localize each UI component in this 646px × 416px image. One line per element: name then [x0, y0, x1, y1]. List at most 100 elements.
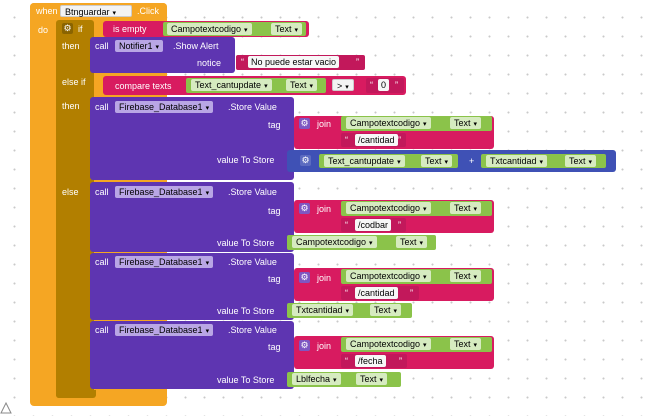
- prop-dropdown[interactable]: Text ▾: [370, 304, 402, 316]
- comp-name: Txtcantidad: [490, 156, 537, 166]
- gear-icon[interactable]: ⚙: [299, 203, 310, 214]
- event-name: .Click: [137, 6, 159, 16]
- chevron-down-icon: ▾: [473, 121, 478, 128]
- prop-dropdown[interactable]: Text ▾: [450, 202, 482, 214]
- join-label: join: [317, 273, 332, 283]
- call-label: call: [95, 41, 109, 51]
- comp-dropdown-2[interactable]: Text_cantupdate ▾: [191, 79, 272, 91]
- comp-dropdown[interactable]: Campotextcodigo ▾: [167, 23, 252, 35]
- comp-dropdown[interactable]: Txtcantidad ▾: [486, 155, 548, 167]
- call-label: call: [95, 102, 109, 112]
- chevron-down-icon: ▾: [155, 44, 160, 51]
- comp-name: Lblfecha: [296, 374, 331, 384]
- chevron-down-icon: ▾: [539, 159, 544, 166]
- quote-close: ”: [398, 135, 401, 145]
- comp-dropdown[interactable]: Campotextcodigo ▾: [346, 270, 431, 282]
- tag-label: tag: [268, 120, 281, 130]
- comp-dropdown[interactable]: Campotextcodigo ▾: [292, 236, 377, 248]
- comp-name: Text_cantupdate: [328, 156, 395, 166]
- store-value-method: .Store Value: [228, 325, 277, 335]
- prop-name: Text: [275, 24, 292, 34]
- chevron-down-icon: ▾: [205, 328, 210, 335]
- firebase-dropdown[interactable]: Firebase_Database1 ▾: [115, 186, 214, 198]
- firebase-name: Firebase_Database1: [119, 187, 203, 197]
- do-label: do: [38, 25, 49, 35]
- comp-dropdown[interactable]: Campotextcodigo ▾: [346, 202, 431, 214]
- prop-dropdown[interactable]: Text ▾: [421, 155, 453, 167]
- prop-dropdown[interactable]: Text ▾: [356, 373, 388, 385]
- prop-dropdown[interactable]: Text ▾: [271, 23, 303, 35]
- call-label: call: [95, 257, 109, 267]
- quote-open: “: [345, 220, 348, 230]
- chevron-down-icon: ▾: [333, 377, 337, 384]
- prop-dropdown[interactable]: Text ▾: [396, 236, 428, 248]
- comp-dropdown[interactable]: Txtcantidad ▾: [292, 304, 354, 316]
- value-label: value To Store: [217, 238, 275, 248]
- notice-text[interactable]: No puede estar vacio: [248, 56, 340, 68]
- prop-dropdown[interactable]: Text ▾: [450, 117, 482, 129]
- gear-icon[interactable]: ⚙: [62, 23, 73, 34]
- comp-name: Campotextcodigo: [296, 237, 367, 247]
- prop-name-2: Text: [290, 80, 307, 90]
- comp-name: Campotextcodigo: [350, 339, 421, 349]
- chevron-down-icon: ▾: [345, 308, 350, 315]
- chevron-down-icon: ▾: [244, 27, 248, 34]
- if-block[interactable]: [56, 20, 94, 398]
- prop-name: Text: [400, 237, 417, 247]
- comp-name: Campotextcodigo: [171, 24, 242, 34]
- if-block-bottom: [56, 390, 96, 398]
- comp-name: Campotextcodigo: [350, 118, 421, 128]
- comp-dropdown[interactable]: Lblfecha ▾: [292, 373, 341, 385]
- firebase-dropdown[interactable]: Firebase_Database1 ▾: [115, 101, 214, 113]
- join-label: join: [317, 341, 332, 351]
- prop-name: Text: [454, 118, 471, 128]
- chevron-down-icon: ▾: [205, 190, 210, 197]
- tag-string[interactable]: /cantidad: [355, 134, 398, 146]
- warning-icon[interactable]: [0, 402, 12, 414]
- tag-string[interactable]: /codbar: [355, 219, 392, 231]
- prop-dropdown[interactable]: Text ▾: [565, 155, 597, 167]
- comp-name: Campotextcodigo: [350, 203, 421, 213]
- chevron-down-icon: ▾: [473, 342, 478, 349]
- tag-string[interactable]: /cantidad: [355, 287, 398, 299]
- compare-value[interactable]: 0: [378, 79, 390, 91]
- then-label: then: [62, 41, 80, 51]
- prop-dropdown-2[interactable]: Text ▾: [286, 79, 318, 91]
- chevron-down-icon: ▾: [423, 121, 427, 128]
- prop-dropdown[interactable]: Text ▾: [450, 270, 482, 282]
- firebase-dropdown[interactable]: Firebase_Database1 ▾: [115, 324, 214, 336]
- gear-icon[interactable]: ⚙: [299, 340, 310, 351]
- gear-icon[interactable]: ⚙: [299, 272, 310, 283]
- store-value-method: .Store Value: [228, 187, 277, 197]
- notifier-dropdown[interactable]: Notifier1 ▾: [115, 40, 164, 52]
- comp-name: Campotextcodigo: [350, 271, 421, 281]
- component-dropdown[interactable]: Btnguardar ▾: [60, 5, 132, 17]
- chevron-down-icon: ▾: [423, 342, 427, 349]
- tag-string[interactable]: /fecha: [355, 355, 386, 367]
- comp-dropdown[interactable]: Text_cantupdate ▾: [324, 155, 405, 167]
- comp-dropdown[interactable]: Campotextcodigo ▾: [346, 117, 431, 129]
- tag-label: tag: [268, 342, 281, 352]
- firebase-name: Firebase_Database1: [119, 257, 203, 267]
- comp-name: Txtcantidad: [296, 305, 343, 315]
- operator-dropdown[interactable]: > ▾: [332, 79, 354, 91]
- prop-name: Text: [454, 203, 471, 213]
- when-label: when: [36, 6, 58, 16]
- quote-open: “: [370, 80, 373, 90]
- if-label: if: [78, 24, 83, 34]
- prop-dropdown[interactable]: Text ▾: [450, 338, 482, 350]
- quote-close: ”: [356, 57, 359, 67]
- chevron-down-icon: ▾: [345, 84, 349, 91]
- tag-label: tag: [268, 274, 281, 284]
- comp-dropdown[interactable]: Campotextcodigo ▾: [346, 338, 431, 350]
- chevron-down-icon: ▾: [473, 206, 478, 213]
- value-label: value To Store: [217, 375, 275, 385]
- gear-icon[interactable]: ⚙: [299, 118, 310, 129]
- chevron-down-icon: ▾: [444, 159, 449, 166]
- chevron-down-icon: ▾: [423, 206, 427, 213]
- quote-open: “: [241, 57, 244, 67]
- firebase-dropdown[interactable]: Firebase_Database1 ▾: [115, 256, 214, 268]
- gear-icon[interactable]: ⚙: [300, 155, 311, 166]
- join-label: join: [317, 119, 332, 129]
- firebase-name: Firebase_Database1: [119, 102, 203, 112]
